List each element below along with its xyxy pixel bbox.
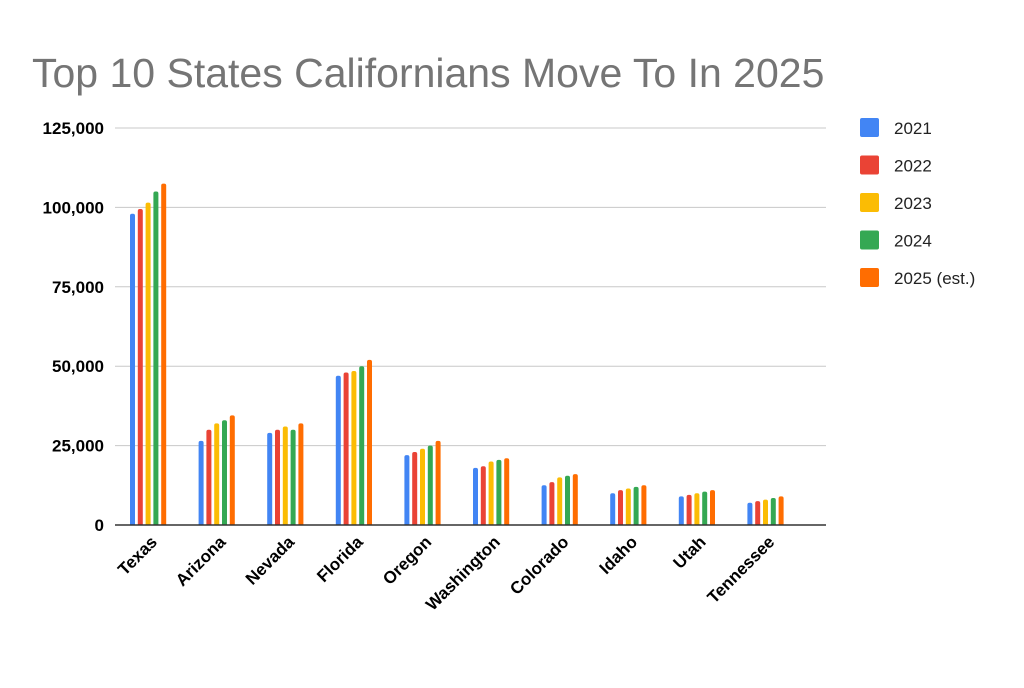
bar <box>206 429 212 525</box>
legend-label: 2023 <box>894 194 932 213</box>
bar <box>694 493 700 525</box>
bar <box>625 488 631 525</box>
bar <box>275 429 280 525</box>
bar <box>610 493 616 525</box>
x-category-label: Tennessee <box>704 532 779 607</box>
x-category-label: Idaho <box>596 532 641 577</box>
bar <box>161 183 167 525</box>
bar <box>420 448 425 525</box>
x-category-label: Utah <box>670 532 710 572</box>
y-tick-label: 50,000 <box>52 357 104 376</box>
bar <box>229 415 235 525</box>
bar <box>198 440 204 525</box>
bar <box>633 486 639 525</box>
bar <box>267 432 273 525</box>
bar <box>335 375 341 525</box>
bar <box>702 491 708 525</box>
bar <box>710 490 715 525</box>
legend-swatch <box>860 193 879 212</box>
bar <box>359 366 365 525</box>
y-tick-label: 100,000 <box>43 198 104 217</box>
bar <box>298 423 304 525</box>
bar <box>367 359 372 525</box>
bar <box>290 429 296 525</box>
y-tick-label: 75,000 <box>52 278 104 297</box>
bar <box>549 482 555 525</box>
y-tick-label: 125,000 <box>43 119 104 138</box>
y-tick-label: 0 <box>95 516 104 535</box>
bar <box>214 423 220 525</box>
bar <box>618 490 623 525</box>
legend-label: 2022 <box>894 157 932 176</box>
x-category-label: Oregon <box>379 532 435 588</box>
bar <box>145 202 151 526</box>
bar <box>222 420 227 525</box>
bar <box>747 502 753 525</box>
bar <box>343 372 349 525</box>
bar <box>282 426 288 525</box>
x-category-label: Colorado <box>506 532 572 598</box>
bar <box>427 445 433 525</box>
legend-label: 2025 (est.) <box>894 269 975 288</box>
legend-swatch <box>860 230 879 250</box>
bar <box>755 501 761 525</box>
bar <box>541 485 547 525</box>
y-tick-label: 25,000 <box>52 437 104 456</box>
legend-label: 2024 <box>894 232 932 251</box>
x-category-label: Arizona <box>172 532 230 590</box>
bar <box>480 466 486 525</box>
x-category-label: Florida <box>313 532 367 586</box>
bar <box>137 208 143 525</box>
bar <box>488 461 494 525</box>
bar <box>565 475 570 525</box>
bar <box>686 494 692 525</box>
bar <box>557 477 563 525</box>
legend-label: 2021 <box>894 119 932 138</box>
bar <box>435 440 441 525</box>
bar <box>778 496 784 525</box>
x-category-label: Texas <box>114 532 161 579</box>
legend-swatch <box>860 155 879 175</box>
x-category-label: Nevada <box>242 532 299 589</box>
bar <box>412 451 418 525</box>
bar <box>496 459 502 525</box>
bar <box>130 213 135 525</box>
bar <box>504 458 510 525</box>
legend-swatch <box>860 118 879 137</box>
x-category-label: Washington <box>422 532 504 614</box>
bar <box>153 191 159 525</box>
bar <box>641 485 647 525</box>
bar <box>473 467 478 525</box>
bar <box>770 498 776 525</box>
bar <box>351 370 357 525</box>
bar <box>404 455 410 525</box>
bar <box>678 496 684 525</box>
chart-title: Top 10 States Californians Move To In 20… <box>32 50 825 96</box>
legend-swatch <box>860 268 879 287</box>
bar <box>572 474 578 525</box>
bar <box>763 499 768 525</box>
